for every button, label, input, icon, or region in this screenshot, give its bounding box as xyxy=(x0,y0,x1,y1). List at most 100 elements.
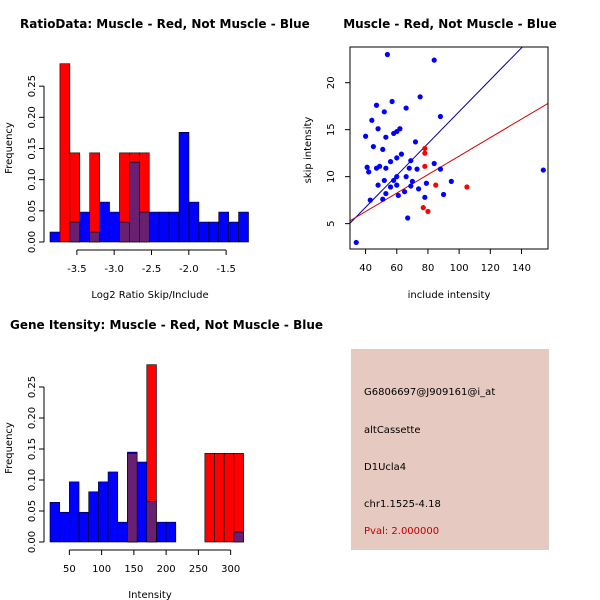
x-tick-label: 200 xyxy=(157,564,176,575)
y-tick-label: 0.25 xyxy=(27,75,38,97)
blue-bar xyxy=(218,211,229,243)
not-muscle-point xyxy=(403,174,409,180)
overlap-bar xyxy=(69,221,81,243)
red-bar xyxy=(89,152,100,243)
y-tick-label: 0.00 xyxy=(27,531,38,553)
not-muscle-point xyxy=(383,190,389,197)
ratio-histogram: RatioData: Muscle - Red, Not Muscle - Bl… xyxy=(4,17,310,301)
blue-bar xyxy=(208,221,220,243)
blue-bar xyxy=(165,521,177,543)
blue-bar xyxy=(98,481,109,543)
muscle-fit-line xyxy=(350,102,548,222)
muscle-point xyxy=(425,208,431,215)
muscle-point xyxy=(420,205,426,211)
blue-bar xyxy=(78,511,90,543)
not-muscle-point xyxy=(422,194,428,200)
blue-bar xyxy=(79,211,91,243)
probe-info-panel: G6806697@J909161@i_at altCassette D1Ucla… xyxy=(351,349,549,550)
x-tick-label: 60 xyxy=(390,263,403,274)
scatter-chart-title: Muscle - Red, Not Muscle - Blue xyxy=(343,17,557,31)
overlap-bar xyxy=(233,531,244,543)
blue-bar xyxy=(156,521,167,543)
blue-bar xyxy=(228,221,239,243)
x-tick-label: 100 xyxy=(92,564,111,575)
not-muscle-point xyxy=(387,184,394,190)
y-tick-label: 20 xyxy=(326,76,337,89)
not-muscle-point xyxy=(373,165,380,171)
overlap-bar xyxy=(127,453,138,543)
probe-id: G6806697@J909161@i_at xyxy=(364,387,496,398)
not-muscle-point xyxy=(397,126,403,132)
not-muscle-point xyxy=(417,94,423,100)
not-muscle-point xyxy=(353,239,359,246)
blue-bar xyxy=(158,211,170,243)
blue-bar xyxy=(49,502,60,543)
not-muscle-point xyxy=(391,177,397,184)
not-muscle-point xyxy=(364,164,370,170)
muscle-point xyxy=(433,182,439,188)
blue-bar xyxy=(107,471,119,543)
not-muscle-point xyxy=(383,165,389,171)
y-tick-label: 0.20 xyxy=(27,407,38,429)
scatter-frame xyxy=(349,46,549,250)
y-tick-label: 0.15 xyxy=(27,137,38,159)
not-muscle-point xyxy=(431,160,437,167)
blue-bar xyxy=(136,461,148,543)
not-muscle-point xyxy=(540,167,546,173)
x-tick-label: 150 xyxy=(124,564,143,575)
not-muscle-point xyxy=(403,105,409,111)
not-muscle-point xyxy=(406,165,412,171)
not-muscle-point xyxy=(405,215,411,221)
not-muscle-point xyxy=(391,130,397,137)
not-muscle-point xyxy=(389,98,395,105)
x-tick-label: 300 xyxy=(221,564,240,575)
not-muscle-point xyxy=(394,155,400,161)
not-muscle-point xyxy=(373,102,380,108)
not-muscle-point xyxy=(380,196,386,202)
y-tick-label: 0.25 xyxy=(27,376,38,398)
not-muscle-point xyxy=(409,178,415,184)
not-muscle-point xyxy=(380,146,386,153)
not-muscle-point xyxy=(437,113,444,120)
blue-bar xyxy=(88,491,99,543)
not-muscle-point xyxy=(395,192,401,199)
not-muscle-point xyxy=(448,178,454,184)
x-tick-label: 50 xyxy=(63,564,76,575)
x-tick-label: -3.0 xyxy=(104,264,124,275)
not-muscle-point xyxy=(431,57,437,63)
intensity-chart-title: Gene Itensity: Muscle - Red, Not Muscle … xyxy=(10,318,323,332)
blue-bar xyxy=(188,201,200,243)
scatter-x-axis-label: include intensity xyxy=(408,290,491,301)
blue-bar xyxy=(59,511,70,543)
muscle-point xyxy=(422,145,428,152)
scatter-y-axis-label: skip intensity xyxy=(303,117,314,184)
not-muscle-point xyxy=(383,134,389,140)
red-bar xyxy=(214,453,225,543)
intensity-histogram: Gene Itensity: Muscle - Red, Not Muscle … xyxy=(4,318,323,600)
genomic-location: chr1.1525-4.18 xyxy=(364,499,441,510)
red-bar xyxy=(223,453,235,543)
not-muscle-point xyxy=(401,189,408,195)
y-tick-label: 10 xyxy=(326,170,337,183)
not-muscle-point xyxy=(414,166,420,172)
not-muscle-point xyxy=(375,126,381,132)
not-muscle-point xyxy=(440,191,447,198)
x-tick-label: -1.5 xyxy=(216,264,236,275)
not-muscle-point xyxy=(408,158,414,164)
blue-bar xyxy=(168,211,180,243)
not-muscle-point xyxy=(362,133,369,139)
not-muscle-point xyxy=(415,186,422,192)
not-muscle-point xyxy=(370,143,376,150)
blue-bar xyxy=(49,231,61,243)
not-muscle-point xyxy=(381,177,387,184)
not-muscle-point xyxy=(375,182,381,188)
not-muscle-point xyxy=(367,197,373,203)
not-muscle-point xyxy=(381,109,387,115)
x-tick-label: -2.0 xyxy=(179,264,199,275)
y-tick-label: 0.15 xyxy=(27,438,38,460)
muscle-point xyxy=(464,184,470,190)
blue-bar xyxy=(99,201,110,243)
muscle-point xyxy=(422,150,428,156)
not-muscle-point xyxy=(384,51,391,58)
intensity-scatter-plot: Muscle - Red, Not Muscle - Blue include … xyxy=(303,17,557,301)
